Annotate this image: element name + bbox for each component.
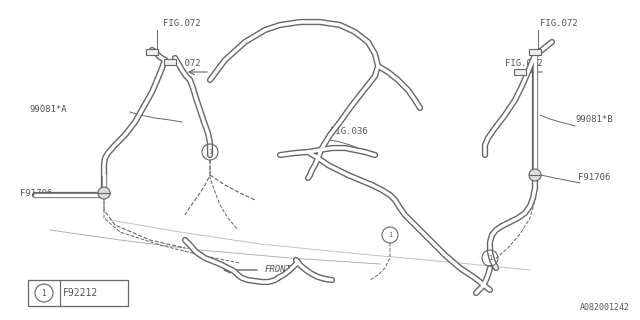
Text: A082001242: A082001242 <box>580 303 630 312</box>
Bar <box>164 59 176 65</box>
Text: F91706: F91706 <box>20 188 52 197</box>
Text: FIG.072: FIG.072 <box>163 59 200 68</box>
Circle shape <box>98 187 110 199</box>
Text: 99081*A: 99081*A <box>30 106 68 115</box>
Text: F91706: F91706 <box>578 173 611 182</box>
Bar <box>529 49 541 55</box>
Text: F92212: F92212 <box>62 288 98 298</box>
Circle shape <box>529 169 541 181</box>
Bar <box>28 280 128 306</box>
Bar <box>514 69 526 75</box>
Text: FIG.036: FIG.036 <box>330 127 367 137</box>
Bar <box>146 49 158 55</box>
Text: 1: 1 <box>488 255 492 261</box>
Text: 1: 1 <box>208 149 212 155</box>
Text: FIG.072: FIG.072 <box>540 19 578 28</box>
Text: 1: 1 <box>42 289 46 298</box>
Text: 99081*B: 99081*B <box>575 116 612 124</box>
Text: FIG.072: FIG.072 <box>505 59 543 68</box>
Text: FRONT: FRONT <box>265 266 292 275</box>
Text: FIG.072: FIG.072 <box>163 19 200 28</box>
Text: 1: 1 <box>388 232 392 238</box>
